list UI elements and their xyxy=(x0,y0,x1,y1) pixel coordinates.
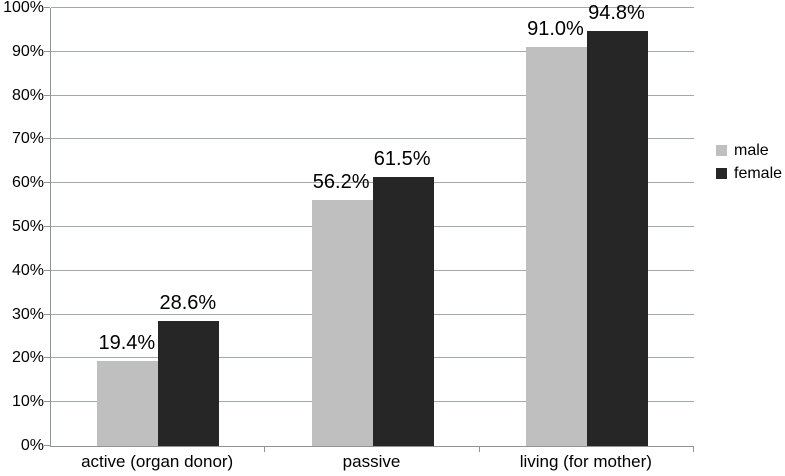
y-tick-label: 40% xyxy=(11,261,44,279)
value-label-female: 28.6% xyxy=(159,291,217,314)
category-label: passive xyxy=(342,452,401,471)
y-axis-tick xyxy=(44,445,50,446)
y-axis-tick xyxy=(44,94,50,96)
y-axis-tick xyxy=(44,313,50,315)
y-tick-label: 60% xyxy=(11,174,44,192)
x-axis-tick xyxy=(264,447,266,452)
bar-female xyxy=(586,30,648,446)
y-tick-label: 80% xyxy=(11,86,44,104)
gridline xyxy=(51,50,694,52)
y-axis-tick xyxy=(44,226,50,227)
y-tick-label: 50% xyxy=(11,218,44,235)
y-tick-label: 20% xyxy=(11,349,44,367)
y-tick-label: 10% xyxy=(11,393,44,411)
legend-label: male xyxy=(734,141,769,159)
bar-female xyxy=(372,176,434,446)
y-axis-tick xyxy=(44,7,50,8)
bar-male xyxy=(311,199,373,446)
x-axis-tick xyxy=(478,447,480,452)
y-tick-label: 30% xyxy=(11,305,44,323)
legend-swatch-female xyxy=(716,168,727,179)
y-axis-tick xyxy=(44,401,50,403)
bar-male xyxy=(525,47,587,446)
category-label: active (organ donor) xyxy=(81,452,234,471)
y-tick-label: 0% xyxy=(20,437,44,454)
gridline xyxy=(51,7,694,8)
value-label-female: 61.5% xyxy=(373,147,431,170)
value-label-female: 94.8% xyxy=(588,1,645,24)
y-axis-tick xyxy=(44,182,50,184)
legend-swatch-male xyxy=(716,145,727,156)
category-label: living (for mother) xyxy=(519,452,652,471)
gridline xyxy=(51,94,694,96)
value-label-male: 19.4% xyxy=(98,332,156,355)
bar-female xyxy=(158,320,220,446)
x-axis-tick xyxy=(693,447,694,452)
legend-label: female xyxy=(734,164,783,182)
gridline xyxy=(51,138,694,140)
y-axis-tick xyxy=(44,50,50,52)
y-axis-tick xyxy=(44,357,50,359)
legend-item-male: male xyxy=(716,142,782,159)
y-axis-tick xyxy=(44,138,50,140)
legend-item-female: female xyxy=(716,165,782,182)
legend: male female xyxy=(716,142,782,188)
plot-area xyxy=(50,7,694,447)
bar-male xyxy=(97,361,159,446)
value-label-male: 91.0% xyxy=(527,18,584,41)
y-axis-tick xyxy=(44,269,50,271)
y-tick-label: 100% xyxy=(3,0,44,16)
value-label-male: 56.2% xyxy=(312,170,370,193)
y-tick-label: 70% xyxy=(11,130,44,148)
y-tick-label: 90% xyxy=(11,42,44,60)
